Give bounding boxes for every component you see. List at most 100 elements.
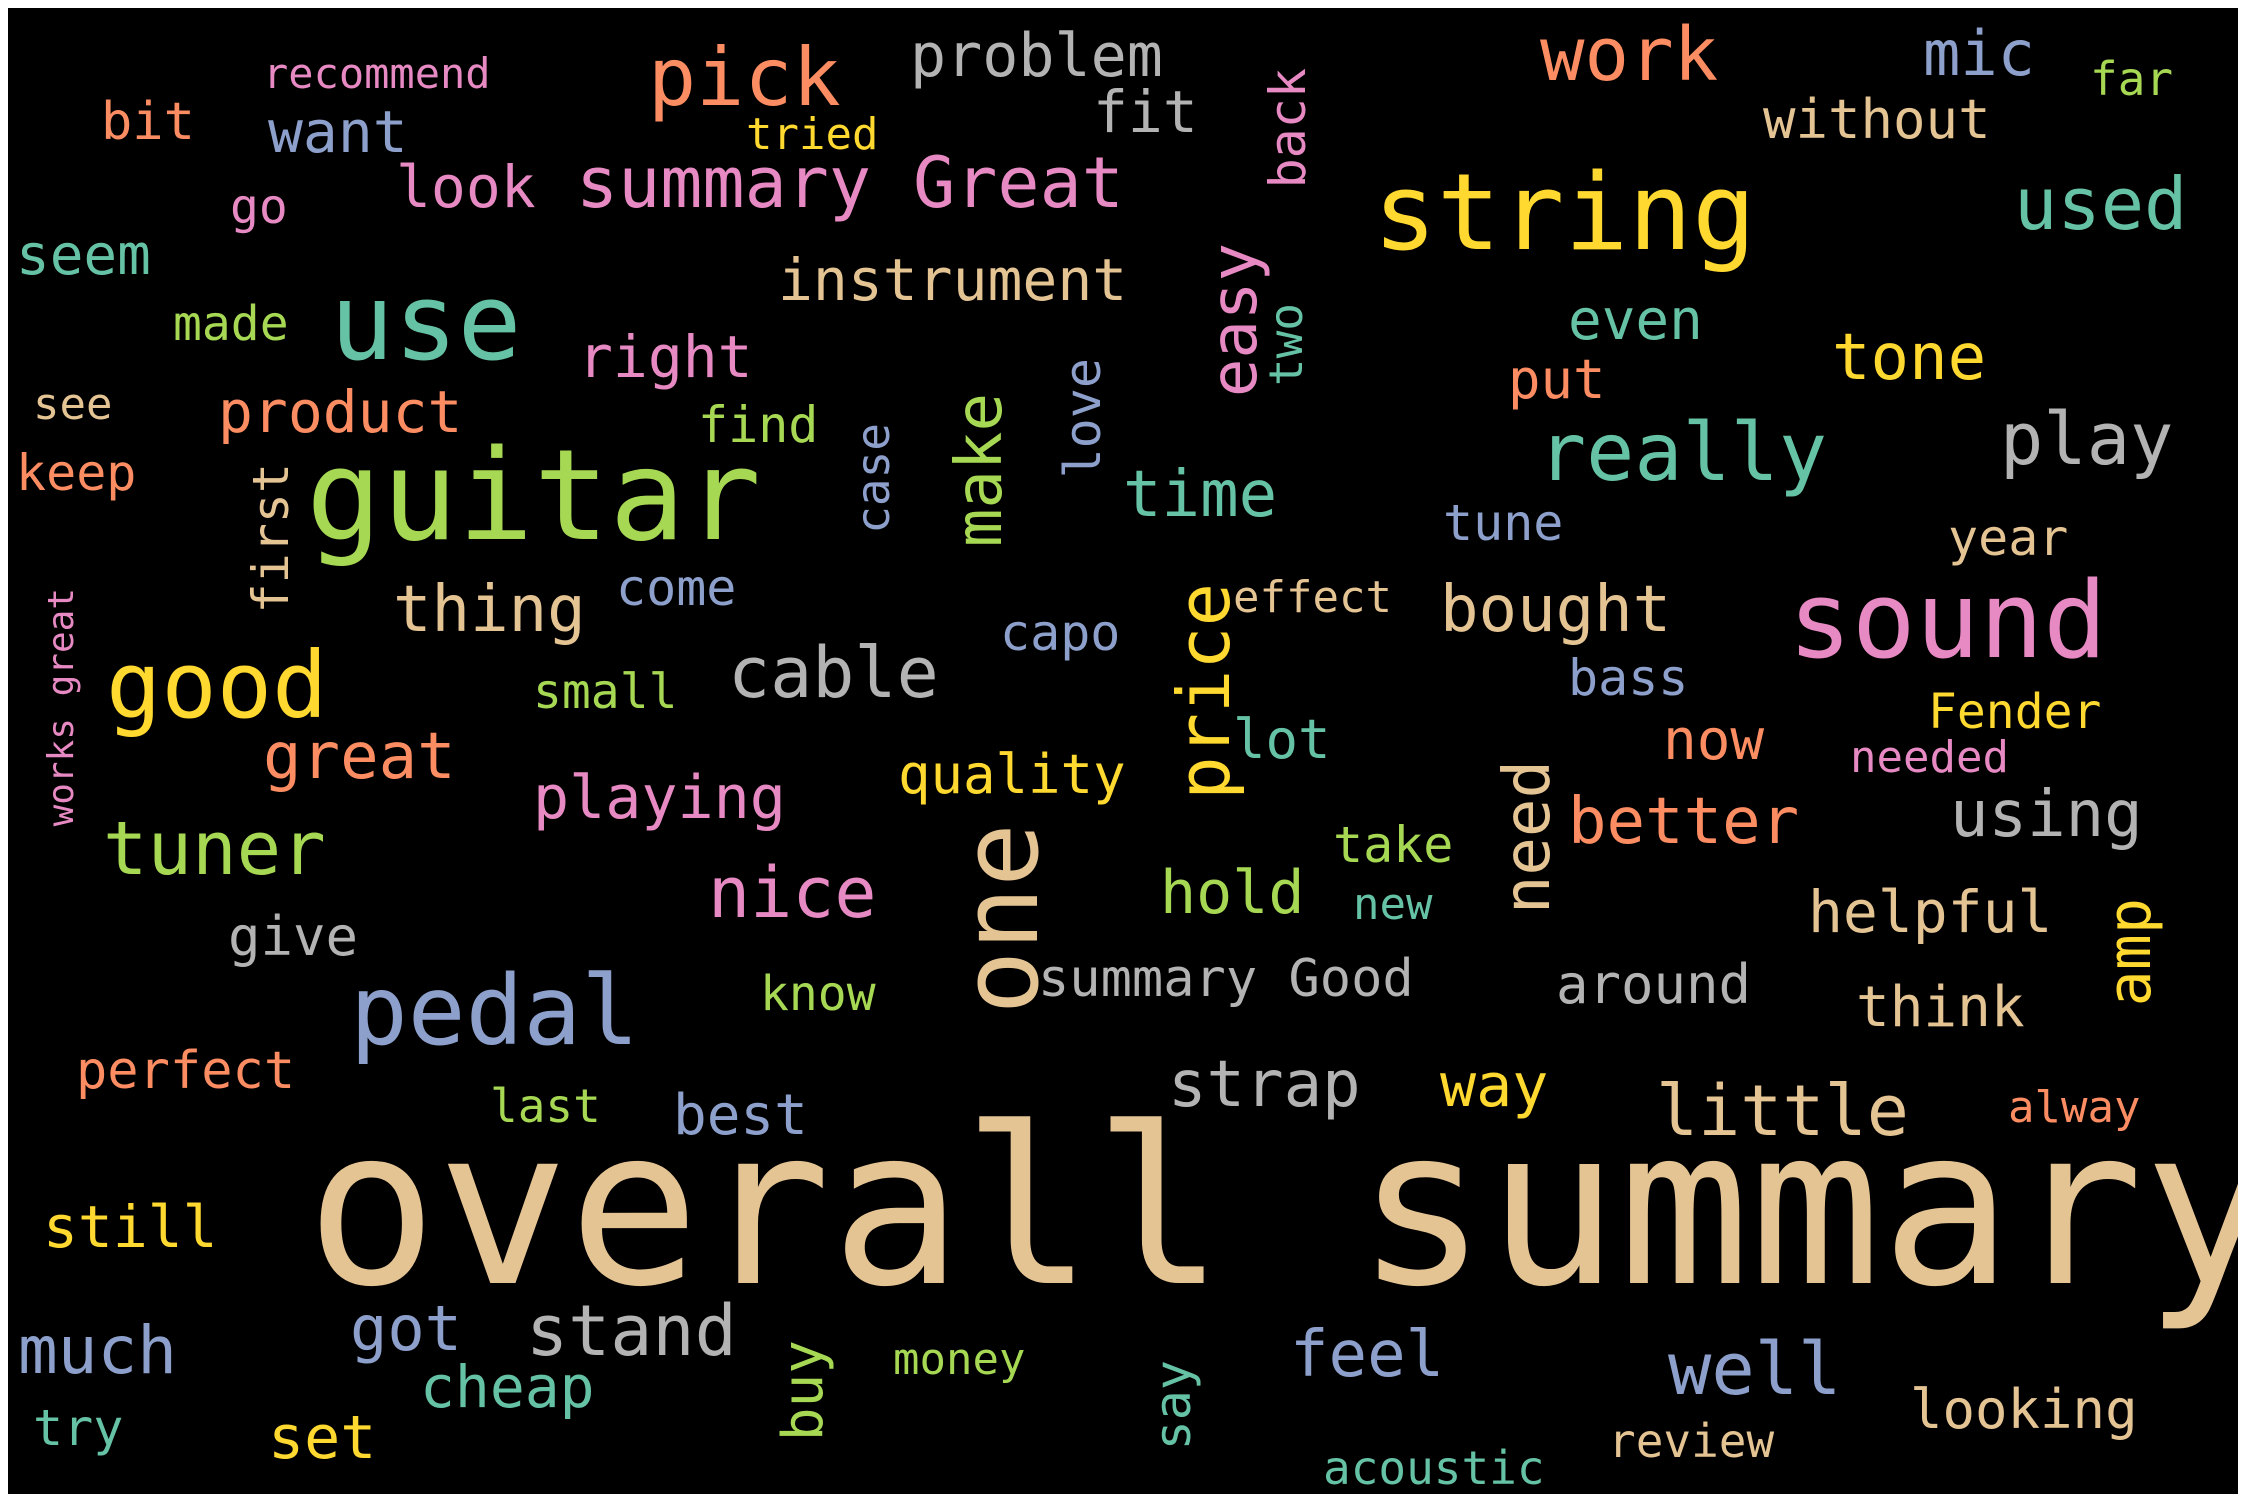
cloud-word: using xyxy=(1950,778,2143,852)
cloud-word: easy xyxy=(1198,243,1272,398)
cloud-word: works great xyxy=(41,588,82,827)
cloud-word: need xyxy=(1491,760,1565,915)
cloud-word: instrument xyxy=(778,246,1128,314)
cloud-word: best xyxy=(673,1083,808,1148)
cloud-word: year xyxy=(1948,509,2069,567)
cloud-word: thing xyxy=(393,573,586,647)
cloud-word: product xyxy=(218,378,463,446)
cloud-word: got xyxy=(350,1292,462,1365)
cloud-word: nice xyxy=(708,852,877,934)
cloud-word: helpful xyxy=(1808,878,2053,946)
cloud-word: go xyxy=(230,179,288,235)
cloud-word: playing xyxy=(533,763,786,833)
cloud-word: better xyxy=(1568,785,1800,859)
cloud-word: feel xyxy=(1290,1318,1445,1392)
cloud-word: last xyxy=(490,1079,601,1133)
cloud-word: sound xyxy=(1788,559,2108,682)
cloud-word: try xyxy=(33,1399,124,1457)
cloud-word: alway xyxy=(2008,1082,2141,1133)
cloud-word: still xyxy=(43,1193,218,1261)
cloud-word: use xyxy=(330,261,522,384)
cloud-word: looking xyxy=(1910,1378,2138,1441)
cloud-word: first xyxy=(242,463,300,614)
cloud-word: bit xyxy=(101,92,195,152)
cloud-word: far xyxy=(2090,52,2174,106)
cloud-word: effect xyxy=(1233,572,1392,623)
cloud-word: Fender xyxy=(1928,684,2102,740)
word-cloud: overall summary guitar string sound use one pe… xyxy=(8,8,2238,1494)
cloud-word: well xyxy=(1668,1327,1842,1411)
cloud-word: play xyxy=(2000,397,2174,481)
cloud-word: stand xyxy=(526,1290,737,1372)
cloud-word: tune xyxy=(1443,494,1564,552)
cloud-word: two xyxy=(1259,303,1313,387)
cloud-word: pedal xyxy=(350,955,639,1067)
cloud-word: strap xyxy=(1168,1048,1361,1122)
cloud-word: take xyxy=(1333,816,1454,874)
cloud-word: money xyxy=(893,1334,1026,1385)
cloud-word: amp xyxy=(2095,898,2165,1007)
cloud-word: guitar xyxy=(306,422,762,569)
cloud-word: needed xyxy=(1850,732,2009,783)
cloud-word: made xyxy=(173,296,289,352)
cloud-word: back xyxy=(1259,68,1317,189)
cloud-word: put xyxy=(1508,348,1606,411)
cloud-word: come xyxy=(616,559,737,617)
cloud-word: say xyxy=(1144,1360,1202,1451)
cloud-word: lot xyxy=(1233,708,1331,771)
cloud-word: good xyxy=(106,632,328,739)
cloud-word: bass xyxy=(1568,649,1689,707)
cloud-word: right xyxy=(578,323,753,391)
cloud-word: problem xyxy=(910,21,1163,91)
cloud-word: love xyxy=(1054,358,1112,479)
cloud-word: fit xyxy=(1093,78,1198,146)
cloud-word: seem xyxy=(16,223,151,288)
cloud-word: overall summary xyxy=(306,1082,2238,1335)
cloud-word: perfect xyxy=(76,1041,296,1101)
cloud-word: string xyxy=(1373,151,1756,274)
cloud-word: know xyxy=(760,966,876,1022)
cloud-word: way xyxy=(1440,1051,1549,1121)
cloud-word: make xyxy=(943,393,1017,548)
cloud-word: case xyxy=(846,423,900,534)
cloud-word: without xyxy=(1763,88,1991,151)
cloud-word: time xyxy=(1123,458,1278,532)
cloud-word: recommend xyxy=(263,49,491,98)
cloud-word: capo xyxy=(1000,604,1121,662)
cloud-word: used xyxy=(2014,162,2188,246)
cloud-word: little xyxy=(1656,1070,1909,1152)
cloud-word: cheap xyxy=(420,1353,595,1421)
cloud-word: summary Great xyxy=(576,142,1124,224)
cloud-word: set xyxy=(268,1403,377,1473)
cloud-word: keep xyxy=(16,444,137,502)
cloud-word: mic xyxy=(1923,17,2035,90)
cloud-word: really xyxy=(1538,406,1827,499)
cloud-word: summary Good xyxy=(1038,949,1414,1009)
cloud-word: around xyxy=(1556,953,1752,1016)
cloud-word: bought xyxy=(1440,573,1672,647)
cloud-word: think xyxy=(1856,975,2025,1040)
cloud-word: give xyxy=(228,905,359,968)
cloud-word: acoustic xyxy=(1323,1441,1545,1494)
cloud-word: now xyxy=(1663,708,1765,773)
cloud-word: buy xyxy=(771,1340,836,1442)
cloud-word: see xyxy=(33,379,113,430)
cloud-word: much xyxy=(18,1312,177,1389)
cloud-word: tone xyxy=(1832,321,1987,395)
cloud-word: even xyxy=(1568,288,1703,353)
cloud-word: cable xyxy=(728,632,939,714)
cloud-word: tuner xyxy=(103,806,326,892)
cloud-word: quality xyxy=(898,743,1126,806)
cloud-word: work xyxy=(1540,12,1719,98)
cloud-word: look xyxy=(396,153,536,221)
cloud-word: small xyxy=(533,664,678,720)
cloud-word: new xyxy=(1353,879,1433,930)
cloud-word: review xyxy=(1608,1414,1775,1468)
cloud-word: great xyxy=(263,720,456,794)
cloud-word: want xyxy=(268,98,408,166)
cloud-word: pick xyxy=(648,31,841,124)
cloud-word: tried xyxy=(746,109,879,160)
cloud-word: price xyxy=(1162,583,1246,800)
cloud-word: hold xyxy=(1160,858,1305,928)
cloud-word: find xyxy=(698,396,819,454)
